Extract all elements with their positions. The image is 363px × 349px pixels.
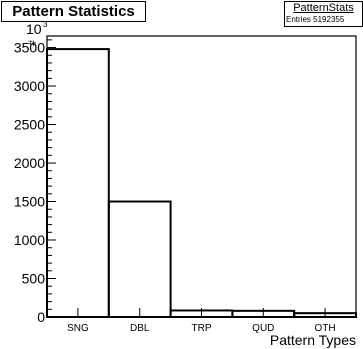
y-tick-label: 500 — [22, 271, 46, 287]
y-tick-label: 1000 — [14, 232, 45, 248]
y-exponent-power: 3 — [43, 20, 48, 29]
x-tick-label-oth: OTH — [315, 323, 336, 334]
x-tick-label-dbl: DBL — [130, 323, 150, 334]
y-tick-label: 2000 — [14, 155, 45, 171]
y-tick-label: 3000 — [14, 78, 45, 94]
y-tick-label: 1500 — [14, 194, 45, 210]
histogram-title: Pattern Statistics — [1, 1, 146, 22]
y-tick-label: 3500 — [14, 40, 45, 56]
bar-sng — [46, 48, 110, 318]
stats-entries: Entries 5192355 — [285, 15, 362, 25]
plot-frame — [46, 35, 357, 318]
y-tick-label: 0 — [37, 309, 45, 325]
bar-dbl — [107, 200, 172, 319]
y-exponent-label: 10 — [26, 21, 42, 37]
stats-box: PatternStats Entries 5192355 — [284, 1, 363, 27]
x-tick-label-trp: TRP — [192, 323, 212, 334]
stats-entries-label: Entries — [286, 15, 311, 24]
y-tick-label: 2500 — [14, 117, 45, 133]
x-tick-label-sng: SNG — [67, 323, 89, 334]
bar-oth — [293, 312, 358, 319]
y-axis-label: # — [27, 39, 39, 46]
x-tick-label-qud: QUD — [252, 323, 274, 334]
stats-entries-value: 5192355 — [313, 15, 345, 24]
stats-name: PatternStats — [293, 2, 354, 14]
x-axis-label: Pattern Types — [270, 332, 356, 348]
